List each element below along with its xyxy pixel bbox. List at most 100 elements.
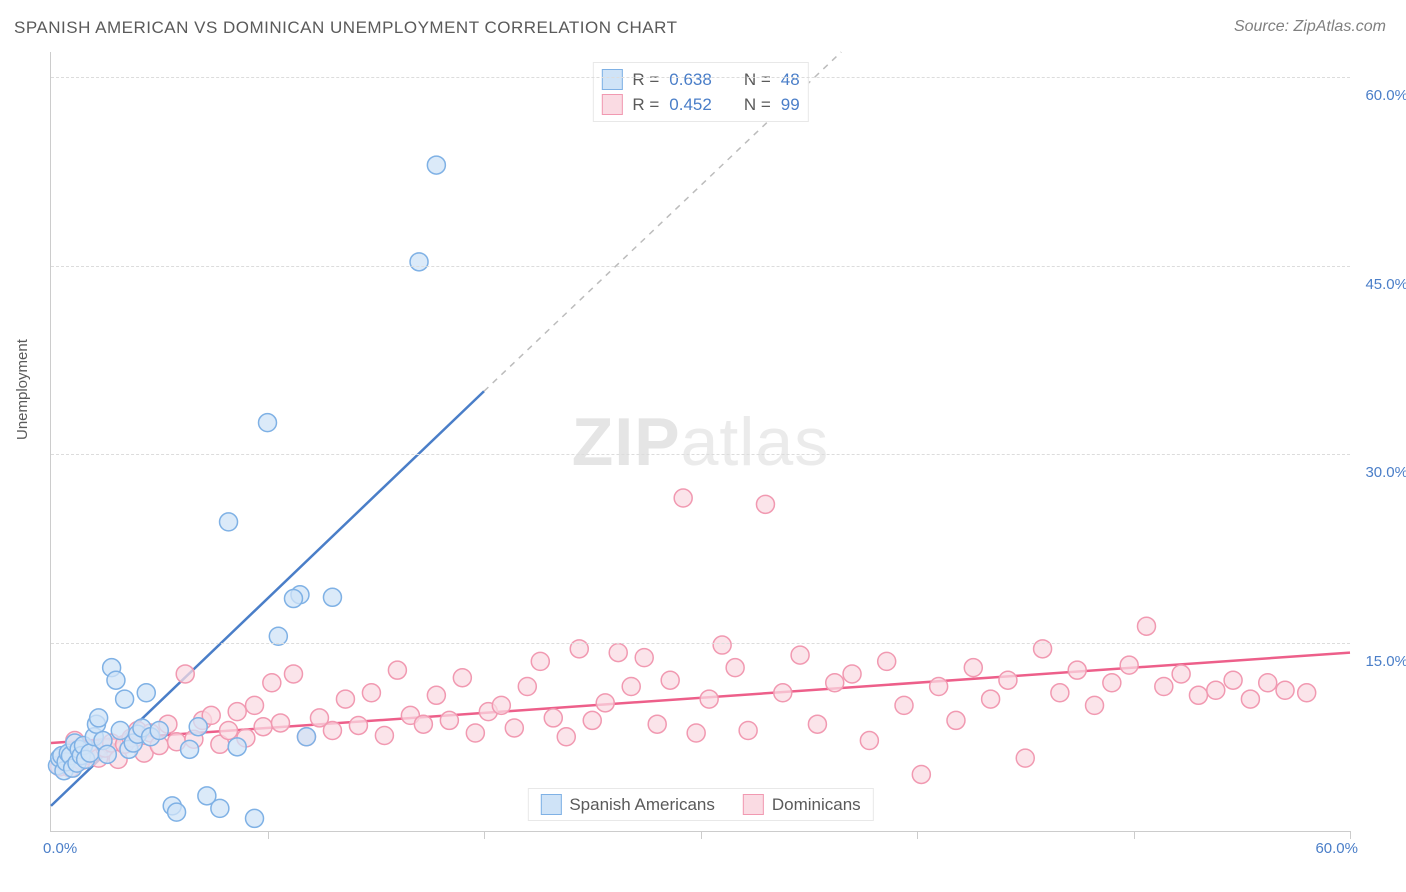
data-point-dominicans (648, 715, 666, 733)
data-point-dominicans (622, 678, 640, 696)
data-point-dominicans (246, 696, 264, 714)
data-point-dominicans (414, 715, 432, 733)
n-value-dominican: 99 (781, 95, 800, 115)
data-point-dominicans (739, 721, 757, 739)
data-point-dominicans (388, 661, 406, 679)
legend-swatch-spanish (540, 794, 561, 815)
x-axis-start-label: 0.0% (43, 840, 77, 857)
n-prefix: N = (744, 70, 771, 90)
data-point-spanish_americans (410, 253, 428, 271)
data-point-spanish_americans (284, 590, 302, 608)
data-point-spanish_americans (259, 414, 277, 432)
x-tick (917, 831, 918, 839)
data-point-dominicans (843, 665, 861, 683)
gridline (51, 266, 1350, 267)
data-point-dominicans (1276, 681, 1294, 699)
data-point-dominicans (895, 696, 913, 714)
data-point-spanish_americans (137, 684, 155, 702)
series-legend: Spanish Americans Dominicans (527, 788, 873, 821)
chart-title: SPANISH AMERICAN VS DOMINICAN UNEMPLOYME… (14, 18, 678, 38)
data-point-spanish_americans (98, 745, 116, 763)
data-point-dominicans (713, 636, 731, 654)
r-value-dominican: 0.452 (669, 95, 712, 115)
stats-row-spanish: R = 0.638 N = 48 (601, 67, 799, 92)
data-point-dominicans (791, 646, 809, 664)
gridline (51, 643, 1350, 644)
data-point-dominicans (826, 674, 844, 692)
data-point-dominicans (1259, 674, 1277, 692)
data-point-dominicans (1051, 684, 1069, 702)
legend-item-spanish: Spanish Americans (540, 794, 715, 815)
data-point-dominicans (220, 721, 238, 739)
data-point-dominicans (1298, 684, 1316, 702)
data-point-spanish_americans (228, 738, 246, 756)
data-point-dominicans (774, 684, 792, 702)
swatch-spanish (601, 69, 622, 90)
r-value-spanish: 0.638 (669, 70, 712, 90)
chart-svg (51, 52, 1350, 831)
n-value-spanish: 48 (781, 70, 800, 90)
data-point-spanish_americans (150, 721, 168, 739)
data-point-dominicans (531, 652, 549, 670)
n-prefix: N = (744, 95, 771, 115)
legend-label-spanish: Spanish Americans (569, 795, 715, 815)
data-point-dominicans (427, 686, 445, 704)
data-point-dominicans (271, 714, 289, 732)
source-attribution: Source: ZipAtlas.com (1234, 18, 1386, 36)
x-tick (701, 831, 702, 839)
data-point-spanish_americans (220, 513, 238, 531)
data-point-spanish_americans (181, 740, 199, 758)
data-point-dominicans (1155, 678, 1173, 696)
data-point-dominicans (440, 711, 458, 729)
data-point-dominicans (466, 724, 484, 742)
gridline (51, 454, 1350, 455)
swatch-dominican (601, 94, 622, 115)
data-point-dominicans (999, 671, 1017, 689)
data-point-dominicans (284, 665, 302, 683)
r-prefix: R = (632, 70, 659, 90)
data-point-dominicans (557, 728, 575, 746)
data-point-dominicans (583, 711, 601, 729)
data-point-spanish_americans (168, 803, 186, 821)
data-point-dominicans (375, 727, 393, 745)
data-point-dominicans (323, 721, 341, 739)
data-point-dominicans (254, 718, 272, 736)
legend-label-dominican: Dominicans (772, 795, 861, 815)
gridline (51, 77, 1350, 78)
y-tick-label: 45.0% (1365, 276, 1406, 293)
data-point-dominicans (1068, 661, 1086, 679)
data-point-dominicans (947, 711, 965, 729)
data-point-dominicans (1189, 686, 1207, 704)
data-point-dominicans (1224, 671, 1242, 689)
data-point-dominicans (1103, 674, 1121, 692)
data-point-spanish_americans (189, 718, 207, 736)
data-point-dominicans (1172, 665, 1190, 683)
data-point-dominicans (263, 674, 281, 692)
data-point-spanish_americans (90, 709, 108, 727)
correlation-stats-box: R = 0.638 N = 48 R = 0.452 N = 99 (592, 62, 808, 122)
legend-item-dominican: Dominicans (743, 794, 861, 815)
data-point-dominicans (1207, 681, 1225, 699)
y-tick-label: 30.0% (1365, 464, 1406, 481)
data-point-dominicans (596, 694, 614, 712)
data-point-dominicans (878, 652, 896, 670)
x-tick (1350, 831, 1351, 839)
data-point-dominicans (674, 489, 692, 507)
y-tick-label: 60.0% (1365, 87, 1406, 104)
data-point-dominicans (1137, 617, 1155, 635)
data-point-dominicans (756, 495, 774, 513)
data-point-spanish_americans (246, 809, 264, 827)
data-point-spanish_americans (211, 799, 229, 817)
data-point-spanish_americans (427, 156, 445, 174)
data-point-dominicans (930, 678, 948, 696)
data-point-spanish_americans (297, 728, 315, 746)
data-point-dominicans (228, 703, 246, 721)
data-point-dominicans (453, 669, 471, 687)
data-point-dominicans (349, 716, 367, 734)
data-point-dominicans (661, 671, 679, 689)
stats-row-dominican: R = 0.452 N = 99 (601, 92, 799, 117)
data-point-dominicans (687, 724, 705, 742)
x-axis-end-label: 60.0% (1315, 840, 1358, 857)
r-prefix: R = (632, 95, 659, 115)
data-point-dominicans (912, 765, 930, 783)
